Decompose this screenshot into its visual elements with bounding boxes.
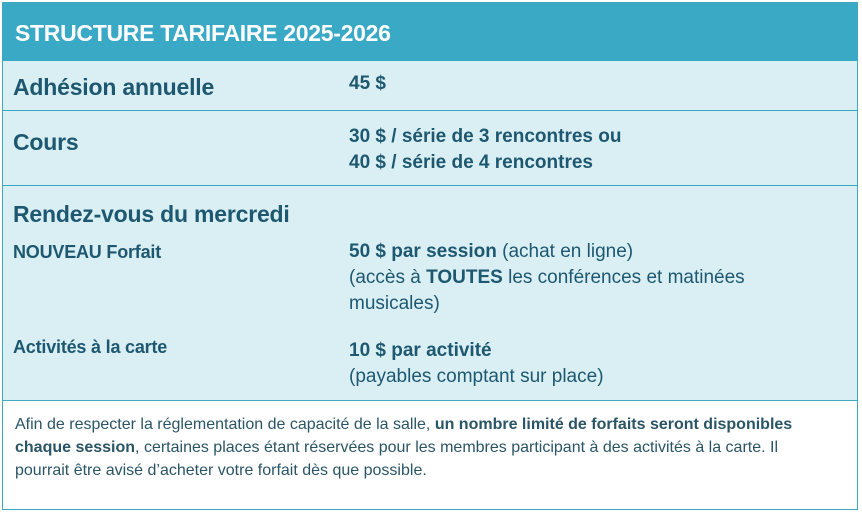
footnote-bold: un nombre limité de forfaits seront disp… (15, 416, 793, 456)
courses-row: Cours 30 $ / série de 3 rencontres ou 40… (3, 111, 857, 186)
a-la-carte-payment-note: (payables comptant sur place) (349, 366, 604, 387)
package-access-line2: musicales) (349, 293, 440, 314)
package-price: 50 $ par session (349, 241, 497, 262)
package-access-pre: (accès à (349, 267, 427, 288)
membership-price: 45 $ (349, 73, 386, 94)
courses-label: Cours (13, 129, 79, 155)
package-label: NOUVEAU Forfait (13, 242, 162, 262)
package-access-post: les conférences et matinées (502, 267, 745, 288)
membership-row: Adhésion annuelle 45 $ (3, 61, 857, 111)
membership-label: Adhésion annuelle (13, 74, 215, 100)
footnote-part2: , certaines places étant réservées pour … (15, 439, 779, 479)
footnote-part1: Afin de respecter la réglementation de c… (15, 416, 435, 433)
wednesday-section: Rendez-vous du mercredi NOUVEAU Forfait … (3, 186, 857, 401)
table-title: STRUCTURE TARIFAIRE 2025-2026 (15, 20, 391, 46)
wednesday-title: Rendez-vous du mercredi (13, 201, 290, 227)
package-access-all: TOUTES (426, 267, 503, 288)
capacity-footnote: Afin de respecter la réglementation de c… (15, 413, 815, 482)
a-la-carte-label: Activités à la carte (13, 337, 168, 357)
a-la-carte-price: 10 $ par activité (349, 340, 492, 361)
table-header: STRUCTURE TARIFAIRE 2025-2026 (3, 3, 857, 61)
pricing-table: STRUCTURE TARIFAIRE 2025-2026 Adhésion a… (2, 2, 858, 510)
courses-price: 30 $ / série de 3 rencontres ou 40 $ / s… (349, 124, 621, 176)
package-purchase-note: (achat en ligne) (496, 241, 634, 262)
courses-price-line1: 30 $ / série de 3 rencontres ou (349, 126, 622, 147)
a-la-carte-details: 10 $ par activité (payables comptant sur… (349, 338, 604, 390)
courses-price-line2: 40 $ / série de 4 rencontres (349, 152, 593, 173)
package-details: 50 $ par session (achat en ligne) (accès… (349, 239, 745, 317)
